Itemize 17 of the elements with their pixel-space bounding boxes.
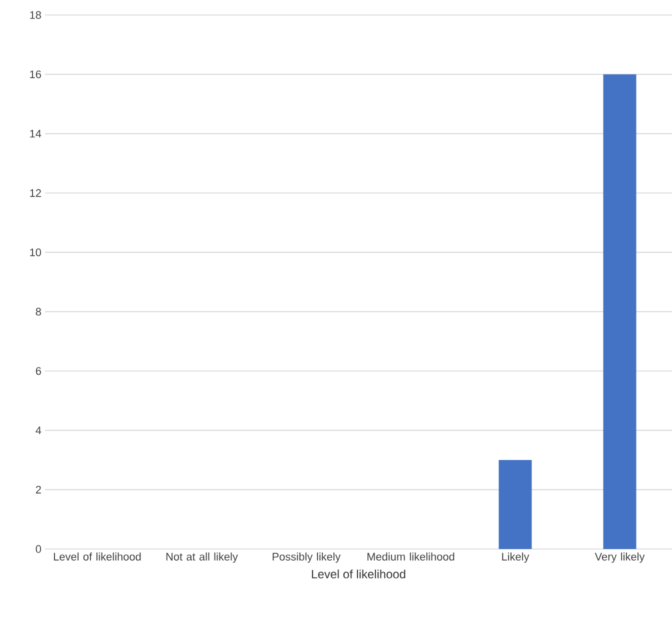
x-tick-label: Level of likelihood — [54, 552, 141, 561]
x-tick-label: Medium likelihood — [367, 552, 454, 561]
x-tick-label: Possibly likely — [272, 552, 341, 563]
x-tick-label: Not at all likely — [166, 552, 238, 563]
x-tick-label: Very likely — [594, 552, 645, 563]
y-tick-label: 16 — [30, 70, 41, 78]
y-tick-label: 14 — [30, 130, 42, 138]
x-axis-title: Level of likelihood — [312, 570, 406, 578]
y-tick-label: 18 — [30, 11, 41, 19]
y-tick-label: 10 — [30, 248, 42, 256]
x-tick-label: Likely — [502, 552, 530, 563]
y-tick-label: 4 — [36, 426, 42, 434]
y-tick-label: 2 — [36, 486, 41, 494]
y-tick-label: 8 — [36, 308, 41, 316]
y-tick-label: 6 — [36, 367, 41, 375]
y-tick-label: 12 — [30, 189, 41, 197]
y-tick-label: 0 — [36, 545, 42, 553]
